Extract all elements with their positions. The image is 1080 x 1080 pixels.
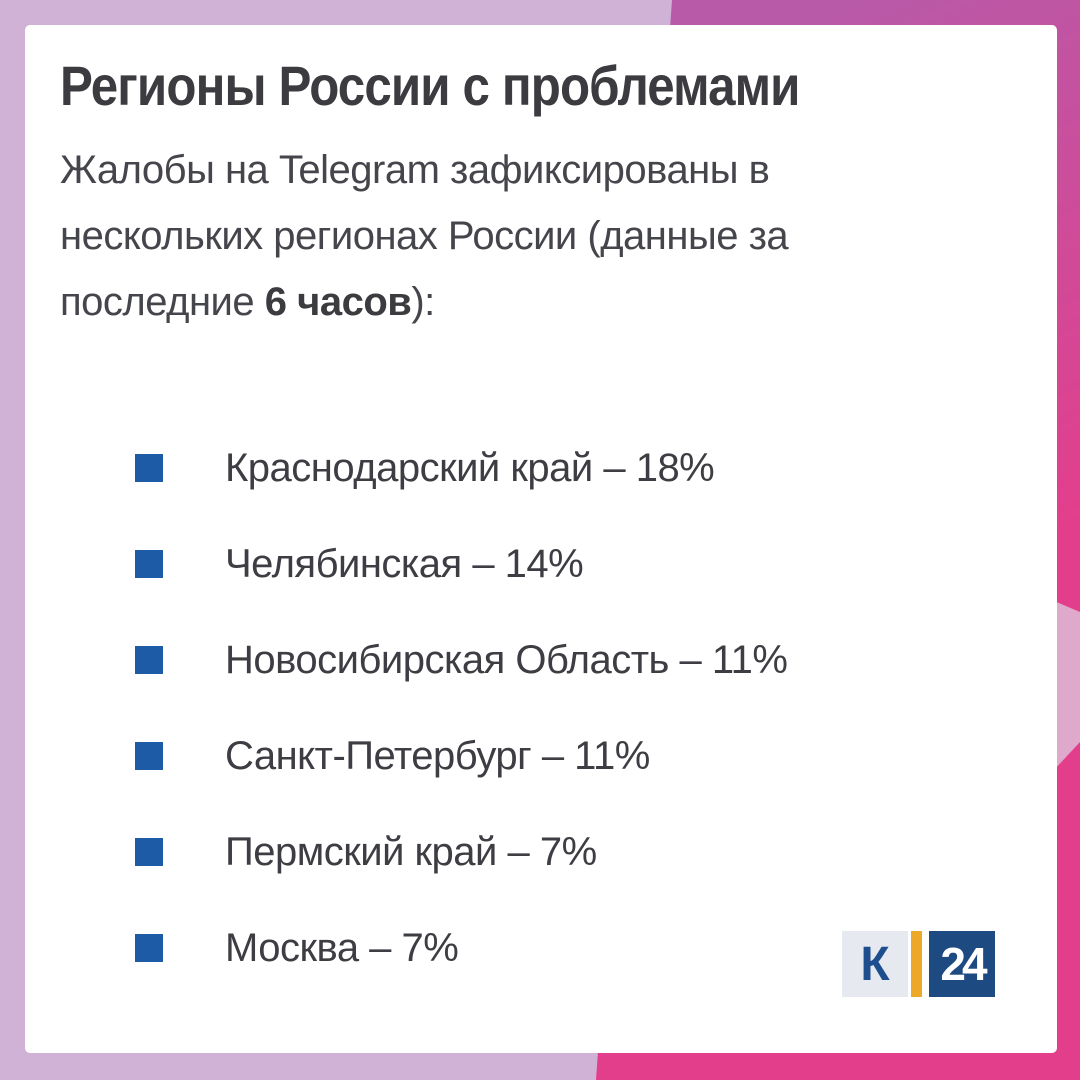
region-label: Краснодарский край – 18% — [225, 445, 715, 490]
logo-k-box: К — [842, 931, 908, 997]
content-card: Регионы России с проблемами Жалобы на Te… — [25, 25, 1057, 1053]
regions-list: Краснодарский край – 18% Челябинская – 1… — [135, 445, 788, 1021]
intro-text: Жалобы на Telegram зафиксированы в неско… — [60, 137, 932, 335]
channel-logo: К 24 — [842, 931, 995, 997]
list-item: Краснодарский край – 18% — [135, 445, 787, 491]
logo-letter: К — [860, 937, 890, 991]
page-title: Регионы России с проблемами — [60, 54, 800, 117]
list-item: Москва – 7% — [135, 925, 787, 971]
logo-yellow-bar-icon — [911, 931, 922, 997]
intro-text-tail: ): — [411, 280, 435, 324]
region-label: Новосибирская Область – 11% — [225, 637, 788, 682]
bullet-square-icon — [135, 742, 163, 770]
logo-number: 24 — [940, 938, 987, 990]
list-item: Пермский край – 7% — [135, 829, 787, 875]
bullet-square-icon — [135, 550, 163, 578]
region-label: Санкт-Петербург – 11% — [225, 733, 650, 778]
intro-text-regular: Жалобы на Telegram зафиксированы в неско… — [60, 148, 789, 324]
logo-24-box: 24 — [929, 931, 995, 997]
region-label: Москва – 7% — [225, 925, 459, 970]
bullet-square-icon — [135, 646, 163, 674]
region-label: Пермский край – 7% — [225, 829, 597, 874]
bullet-square-icon — [135, 838, 163, 866]
bullet-square-icon — [135, 454, 163, 482]
list-item: Челябинская – 14% — [135, 541, 787, 587]
list-item: Новосибирская Область – 11% — [135, 637, 788, 683]
list-item: Санкт-Петербург – 11% — [135, 733, 787, 779]
region-label: Челябинская – 14% — [225, 541, 584, 586]
intro-text-bold: 6 часов — [264, 280, 412, 324]
bullet-square-icon — [135, 934, 163, 962]
